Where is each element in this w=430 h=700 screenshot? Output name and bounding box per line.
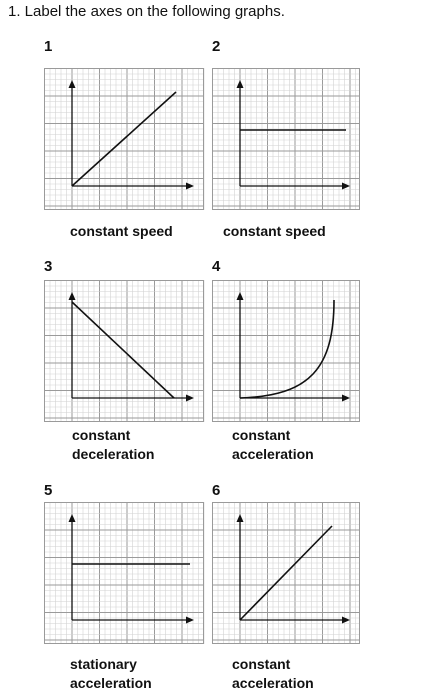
graph-number-3: 3 (44, 258, 53, 275)
graph-caption-4-line-1: constant (232, 427, 291, 443)
graph-caption-3: constant deceleration (72, 426, 154, 464)
y-axis-arrow-icon (68, 292, 76, 300)
graph-line (71, 301, 175, 399)
graph-caption-6-line-1: constant (232, 656, 291, 672)
graph-3 (44, 280, 205, 422)
graph-caption-3-line-1: constant (72, 427, 131, 443)
x-axis-arrow-icon (186, 182, 194, 190)
graph-6 (212, 502, 360, 644)
graph-1 (44, 68, 205, 210)
graph-caption-5-line-1: stationary (70, 656, 137, 672)
y-axis-arrow-icon (236, 292, 244, 300)
graph-line (239, 525, 333, 621)
y-axis-arrow-icon (236, 514, 244, 522)
y-axis-arrow-icon (236, 80, 244, 88)
graph-number-6: 6 (212, 482, 221, 499)
graph-number-5: 5 (44, 482, 53, 499)
y-axis-arrow-icon (68, 80, 76, 88)
graph-caption-6-line-2: acceleration (232, 675, 314, 691)
graph-line (71, 91, 177, 187)
graph-caption-5: stationary acceleration (70, 655, 152, 693)
x-axis-arrow-icon (342, 182, 350, 190)
graph-caption-6: constant acceleration (232, 655, 314, 693)
grid (212, 280, 360, 422)
graph-4 (212, 280, 360, 422)
question-text: 1. Label the axes on the following graph… (8, 3, 285, 20)
graph-caption-2: constant speed (223, 222, 326, 241)
graph-2 (212, 68, 360, 210)
y-axis-arrow-icon (68, 514, 76, 522)
grid (44, 502, 205, 644)
graph-caption-5-line-2: acceleration (70, 675, 152, 691)
graph-number-2: 2 (212, 38, 221, 55)
graph-caption-4-line-2: acceleration (232, 446, 314, 462)
graph-5 (44, 502, 205, 644)
x-axis-arrow-icon (186, 394, 194, 402)
x-axis-arrow-icon (186, 616, 194, 624)
graph-number-4: 4 (212, 258, 221, 275)
grid (212, 68, 360, 210)
graph-line (239, 299, 335, 399)
graph-caption-3-line-2: deceleration (72, 446, 155, 462)
x-axis-arrow-icon (342, 616, 350, 624)
graph-number-1: 1 (44, 38, 53, 55)
x-axis-arrow-icon (342, 394, 350, 402)
graph-caption-1-line-1: constant speed (70, 223, 173, 239)
graph-caption-4: constant acceleration (232, 426, 314, 464)
graph-caption-1: constant speed (70, 222, 173, 241)
graph-caption-2-line-1: constant speed (223, 223, 326, 239)
